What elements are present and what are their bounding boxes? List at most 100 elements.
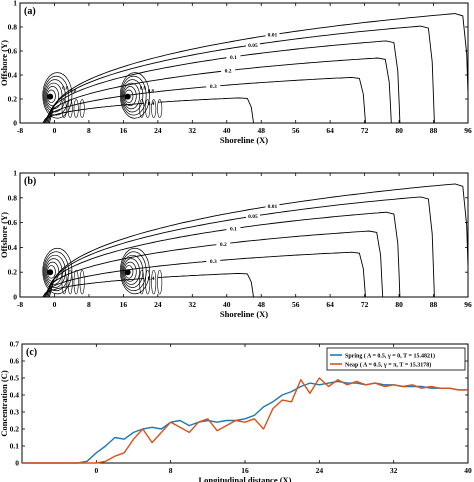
source-contour [120, 75, 147, 116]
contour-label-bg [226, 224, 241, 232]
contour-line [44, 230, 384, 297]
legend-entry: Neap ( A = 0.5, γ = π, T = 15.3178) [345, 361, 431, 368]
x-tick-label: -8 [17, 126, 23, 135]
source-contour [42, 72, 73, 119]
source-contour [45, 82, 63, 110]
x-tick-label: 24 [154, 300, 162, 309]
x-tick-label: 0 [53, 300, 57, 309]
series-line-neap [22, 377, 468, 464]
line-panel-c: 0 8 16 24 32 40 0 0.1 0.2 0.3 0.4 0.5 0.6 0.7 Longitud… [0, 340, 472, 482]
source-contour [122, 82, 140, 110]
ripple-contour [73, 269, 79, 295]
contour-panel-b: -8 0 8 16 24 32 40 48 56 64 72 80 88 9600.20.40.60.81… [0, 169, 472, 320]
x-tick-label: 96 [464, 300, 472, 309]
contour-label-bg [216, 239, 231, 247]
contour-panel-frame [19, 172, 469, 298]
source-contour-label: 0.8 [148, 89, 155, 94]
contour-label: 0.3 [210, 259, 217, 265]
contour-line [48, 13, 468, 123]
contour-label: 0.1 [230, 55, 237, 61]
x-tick-label: 16 [120, 300, 128, 309]
source-contour [123, 261, 137, 282]
contour-label-bg [226, 52, 241, 60]
legend-box [326, 347, 466, 371]
source-contour [123, 86, 137, 107]
source-contour [119, 72, 150, 119]
x-tick-label: 80 [395, 126, 403, 135]
panel-label: (c) [26, 347, 37, 358]
x-tick-label: 40 [223, 300, 231, 309]
source-point [124, 269, 131, 276]
x-tick-label: 0 [94, 466, 98, 475]
source-contour-label: 0.6 [62, 86, 69, 91]
ripple-contour [139, 99, 145, 118]
x-tick-label: 40 [464, 466, 472, 475]
x-tick-label: 8 [87, 300, 91, 309]
contour-label: 0.4 [148, 276, 155, 282]
x-tick-label: 8 [87, 126, 91, 135]
source-contour [121, 79, 144, 113]
source-contour [42, 247, 73, 295]
y-tick-label: 0.4 [8, 243, 18, 252]
x-tick-label: 64 [326, 300, 334, 309]
x-tick-label: 72 [361, 126, 369, 135]
x-tick-label: 56 [292, 300, 300, 309]
x-tick-label: 48 [257, 126, 265, 135]
contour-label: 0.2 [220, 242, 227, 248]
x-axis-label: Shoreline (X) [220, 309, 268, 319]
y-tick-label: 1 [13, 169, 17, 178]
contour-label-bg [206, 256, 221, 264]
contour-label: 0.01 [268, 204, 278, 210]
contour-line [48, 183, 468, 297]
y-tick-label: 0 [13, 293, 17, 302]
y-tick-label: 0.4 [8, 71, 18, 80]
y-tick-label: 0.8 [8, 193, 18, 202]
ripple-contour [151, 269, 157, 295]
y-tick-label: 0.6 [8, 218, 18, 227]
x-tick-label: 32 [189, 300, 197, 309]
ripple-contour [79, 269, 85, 295]
legend: Spring ( A = 0.5, γ = 0, T = 15.4821) Nea… [326, 347, 466, 371]
x-tick-label: 32 [390, 466, 398, 475]
x-tick-label: 80 [395, 300, 403, 309]
contour-line [47, 196, 435, 297]
contour-label-bg [144, 98, 159, 106]
source-contour [43, 251, 70, 292]
contour-line [46, 211, 401, 297]
x-tick-label: 8 [169, 466, 173, 475]
y-tick-label: 0 [13, 119, 17, 128]
panel-label: (b) [24, 176, 36, 187]
source-point [124, 93, 131, 100]
contour-label-bg [206, 82, 221, 90]
source-contour [119, 247, 150, 295]
contour-line [43, 76, 366, 123]
source-contour [120, 251, 147, 292]
contour-label-bg [265, 30, 280, 38]
contour-label-bg [144, 273, 159, 281]
x-tick-label: 24 [154, 126, 162, 135]
x-tick-label: 24 [316, 466, 324, 475]
ripple-contour [61, 99, 67, 118]
contour-line [47, 25, 435, 123]
contour-label: 0.4 [148, 101, 155, 107]
contour-label: 0.01 [268, 33, 278, 39]
source-contour [44, 79, 66, 113]
x-axis-label: Shoreline (X) [220, 135, 268, 145]
ripple-contour [67, 99, 73, 118]
contour-panel-frame [19, 2, 469, 124]
x-tick-label: 72 [361, 300, 369, 309]
contour-label: 0.1 [230, 227, 237, 233]
source-contour-label: 0.6 [140, 86, 147, 91]
x-tick-label: 64 [326, 126, 334, 135]
y-tick-label: 0.3 [10, 408, 20, 417]
ripple-contour [139, 269, 145, 295]
ripple-contour [79, 99, 85, 118]
y-tick-label: 1 [13, 0, 17, 8]
contour-label: 0.3 [210, 84, 217, 90]
y-tick-label: 0.2 [8, 95, 18, 104]
x-tick-label: -8 [17, 300, 23, 309]
x-tick-label: 48 [257, 300, 265, 309]
y-tick-label: 0.6 [10, 357, 20, 366]
contour-label: 0.2 [225, 69, 232, 75]
